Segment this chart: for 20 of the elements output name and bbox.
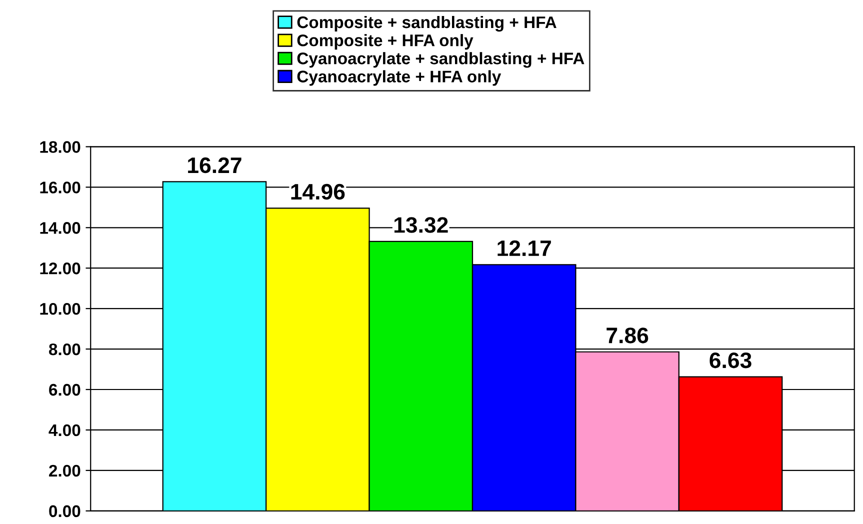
data-label: 7.86 — [606, 328, 648, 344]
y-tick-label: 4.00 — [48, 424, 80, 436]
y-tick-label: 10.00 — [40, 302, 80, 315]
y-tick-label: 0.00 — [49, 505, 80, 518]
data-label: 12.17 — [498, 240, 551, 256]
data-label: 6.63 — [710, 352, 752, 368]
y-tick-label: 16.00 — [40, 182, 80, 194]
data-label: 16.27 — [188, 157, 242, 174]
y-tick-label: 14.00 — [40, 222, 80, 234]
data-label: 14.96 — [291, 184, 345, 200]
legend-label: Cyanoacrylate + sandblasting + HFA — [297, 52, 584, 68]
y-tick-label: 18.00 — [40, 141, 80, 153]
y-tick-label: 2.00 — [49, 464, 80, 477]
legend-label: Cyanoacrylate + HFA only — [297, 70, 502, 86]
data-label: 13.32 — [394, 217, 448, 233]
y-tick-label: 6.00 — [49, 384, 80, 396]
legend-label: Composite + sandblasting + HFA — [297, 16, 556, 32]
legend-label: Composite + HFA only — [297, 34, 474, 50]
y-tick-label: 12.00 — [40, 262, 80, 274]
y-tick-label: 8.00 — [48, 343, 80, 356]
